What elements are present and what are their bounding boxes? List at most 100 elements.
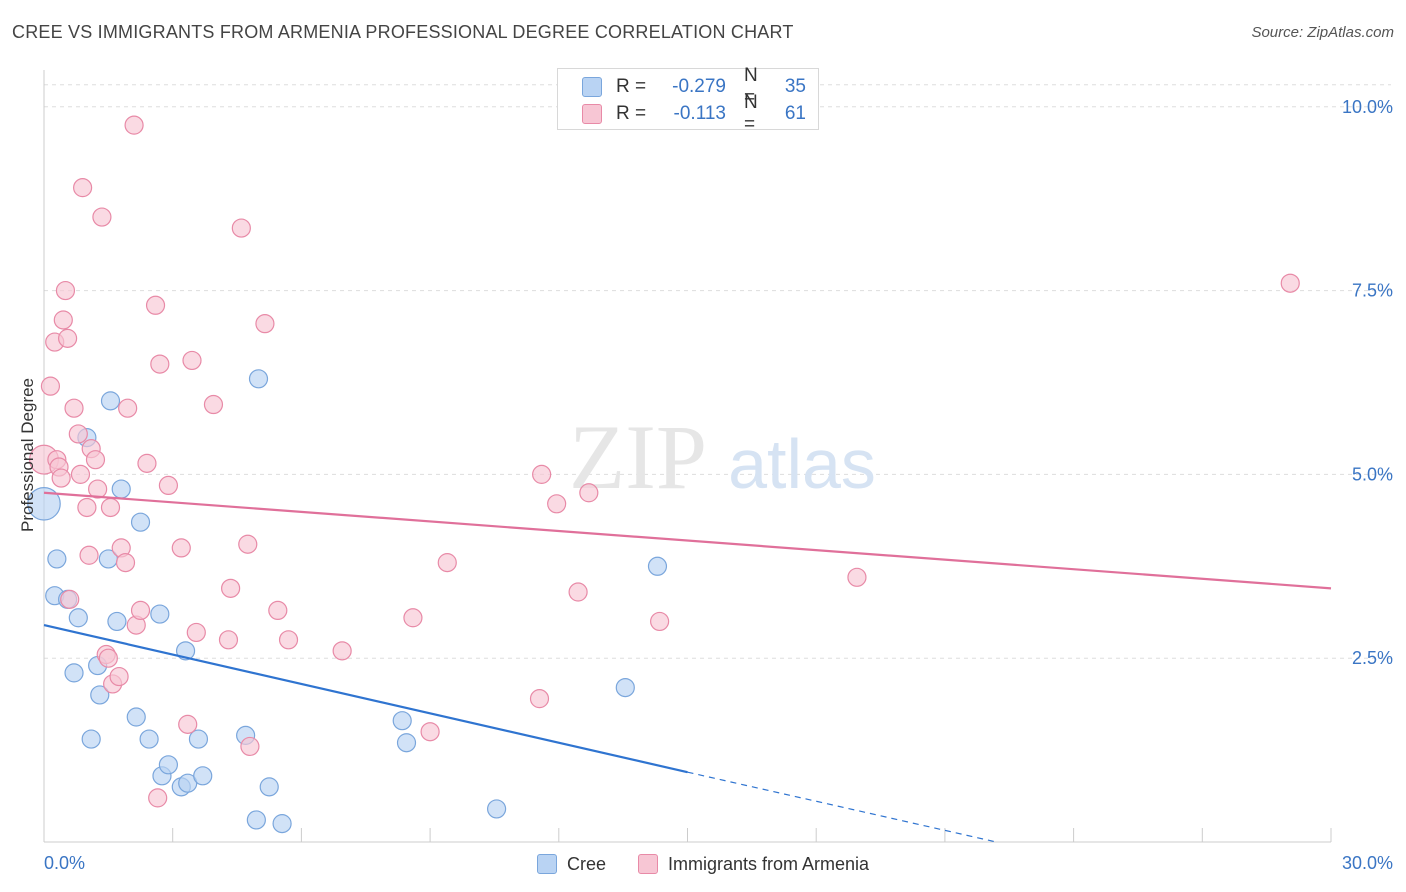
cree-point: [139, 729, 159, 749]
armenia-point: [55, 280, 76, 301]
legend-row-armenia: R = -0.113 N = 61: [582, 92, 806, 135]
y-tick-label: 7.5%: [1352, 281, 1393, 301]
armenia-point: [255, 314, 275, 334]
legend-item-armenia[interactable]: Immigrants from Armenia: [637, 853, 870, 875]
cree-point: [47, 549, 67, 569]
cree-point: [486, 799, 507, 819]
armenia-point: [238, 534, 258, 554]
armenia-point: [77, 497, 97, 518]
legend-label: Cree: [566, 853, 606, 874]
armenia-point: [278, 630, 299, 650]
armenia-point: [100, 497, 121, 518]
legend-label: Immigrants from Armenia: [667, 853, 870, 874]
armenia-point: [85, 450, 106, 470]
y-tick-label: 10.0%: [1342, 97, 1393, 117]
armenia-point: [79, 545, 99, 565]
cree-point: [64, 663, 84, 683]
correlation-legend: R = -0.279 N = 35 R = -0.113 N = 61: [557, 65, 819, 135]
armenia-point: [240, 736, 260, 757]
armenia-point: [40, 376, 61, 396]
cree-point: [126, 707, 146, 727]
armenia-point: [221, 578, 241, 598]
cree-point: [111, 479, 131, 499]
armenia-point: [68, 424, 88, 444]
cree-point: [193, 766, 213, 786]
n-value: 61: [784, 103, 806, 124]
grid-layer: [44, 84, 1391, 659]
armenia-point: [420, 722, 440, 742]
armenia-point: [70, 464, 91, 484]
cree-point: [259, 777, 279, 797]
armenia-swatch: [582, 104, 602, 124]
armenia-point: [51, 468, 71, 488]
armenia-point: [64, 398, 84, 418]
armenia-point: [847, 567, 867, 587]
armenia-point: [148, 788, 168, 808]
cree-trend-line: [43, 624, 688, 774]
y-tick-label: 5.0%: [1352, 464, 1393, 484]
r-value: -0.113: [673, 103, 726, 124]
n-label: N =: [744, 65, 758, 108]
armenia-point: [118, 398, 138, 418]
trend-layer: [43, 491, 1332, 843]
armenia-trend-line: [43, 491, 1332, 590]
armenia-point: [150, 354, 170, 374]
armenia-point: [145, 295, 166, 315]
armenia-point: [186, 622, 206, 643]
cree-point: [100, 391, 121, 411]
armenia-point: [98, 648, 118, 668]
cree-swatch: [582, 77, 602, 97]
cree-point: [615, 677, 635, 698]
armenia-point: [57, 328, 78, 348]
armenia-point: [547, 494, 567, 514]
label-layer: 2.5% 5.0% 7.5% 10.0% 0.0% 30.0%: [44, 97, 1393, 873]
armenia-point: [171, 538, 191, 558]
cree-point: [107, 611, 127, 632]
cree-point: [150, 604, 170, 624]
r-value: -0.279: [672, 76, 726, 97]
cree-trend-extension: [687, 771, 997, 843]
cree-point: [68, 608, 88, 628]
armenia-point: [203, 394, 224, 415]
armenia-point: [529, 689, 550, 709]
armenia-point: [403, 608, 423, 628]
points-layer: [27, 115, 1300, 834]
cree-point: [246, 810, 266, 830]
armenia-point: [332, 641, 352, 661]
armenia-point: [109, 666, 129, 687]
armenia-point: [178, 714, 198, 734]
armenia-point: [182, 350, 202, 371]
armenia-point: [115, 553, 136, 573]
cree-point: [272, 814, 292, 834]
armenia-point: [158, 475, 179, 496]
cree-point: [27, 486, 61, 521]
cree-point: [130, 512, 151, 532]
legend-item-cree[interactable]: Cree: [536, 853, 606, 875]
armenia-swatch: [637, 854, 658, 874]
y-tick-label: 2.5%: [1352, 648, 1393, 668]
armenia-point: [53, 310, 73, 330]
armenia-point: [92, 207, 112, 227]
armenia-point: [60, 589, 80, 609]
series-legend: Cree Immigrants from Armenia: [0, 851, 1406, 877]
x-tick-label: 30.0%: [1342, 853, 1393, 873]
source-label: Source: ZipAtlas.com: [1251, 24, 1394, 41]
armenia-point: [231, 218, 251, 238]
r-label: R =: [616, 103, 647, 124]
armenia-point: [568, 582, 588, 602]
cree-point: [647, 556, 668, 576]
armenia-point: [73, 178, 93, 198]
armenia-point: [437, 553, 457, 573]
armenia-point: [137, 453, 157, 473]
watermark: ZIP atlas: [569, 406, 876, 508]
cree-point: [90, 685, 110, 705]
cree-point: [81, 729, 101, 749]
x-tick-label: 0.0%: [44, 853, 85, 873]
armenia-point: [268, 600, 288, 621]
armenia-point: [218, 630, 239, 650]
cree-point: [392, 711, 412, 731]
armenia-point: [650, 611, 670, 632]
watermark-atlas: atlas: [728, 425, 876, 503]
cree-point: [188, 729, 209, 749]
